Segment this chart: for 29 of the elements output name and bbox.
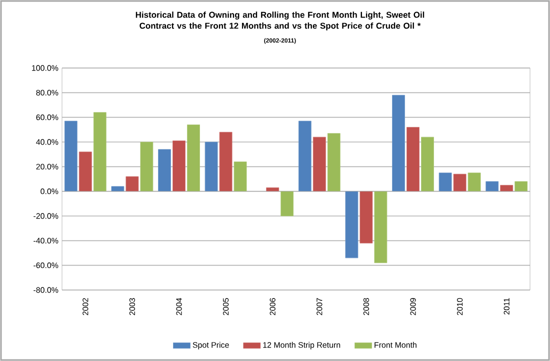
bar: [204, 142, 218, 192]
bar: [187, 124, 200, 192]
bar: [453, 174, 466, 192]
bar: [126, 176, 139, 192]
bar: [78, 152, 92, 192]
bar: [298, 120, 312, 192]
chart-title: Historical Data of Owning and Rolling the Front Month Light, Sweet Oil Contract vs the Front 12 Months and vs the Spot Price of Crude Oil *: [136, 12, 424, 30]
bar: [172, 140, 186, 192]
bar: [111, 186, 124, 192]
bar: [345, 191, 358, 258]
bar: [158, 149, 171, 192]
bar: [421, 136, 434, 192]
bar: [438, 172, 452, 192]
bar: [140, 142, 154, 192]
bar: [312, 136, 326, 192]
bar: [500, 184, 514, 192]
bar: [406, 127, 420, 192]
bar: [392, 94, 405, 192]
bar: [486, 181, 499, 192]
bar: [280, 191, 294, 216]
bar: [374, 191, 388, 264]
bar: [93, 112, 106, 192]
bar: [514, 181, 528, 192]
bar: [219, 132, 232, 192]
bar: [234, 162, 247, 192]
bar: [327, 133, 340, 192]
bar: [360, 191, 373, 244]
bar: [468, 172, 481, 192]
bar: [64, 120, 78, 192]
